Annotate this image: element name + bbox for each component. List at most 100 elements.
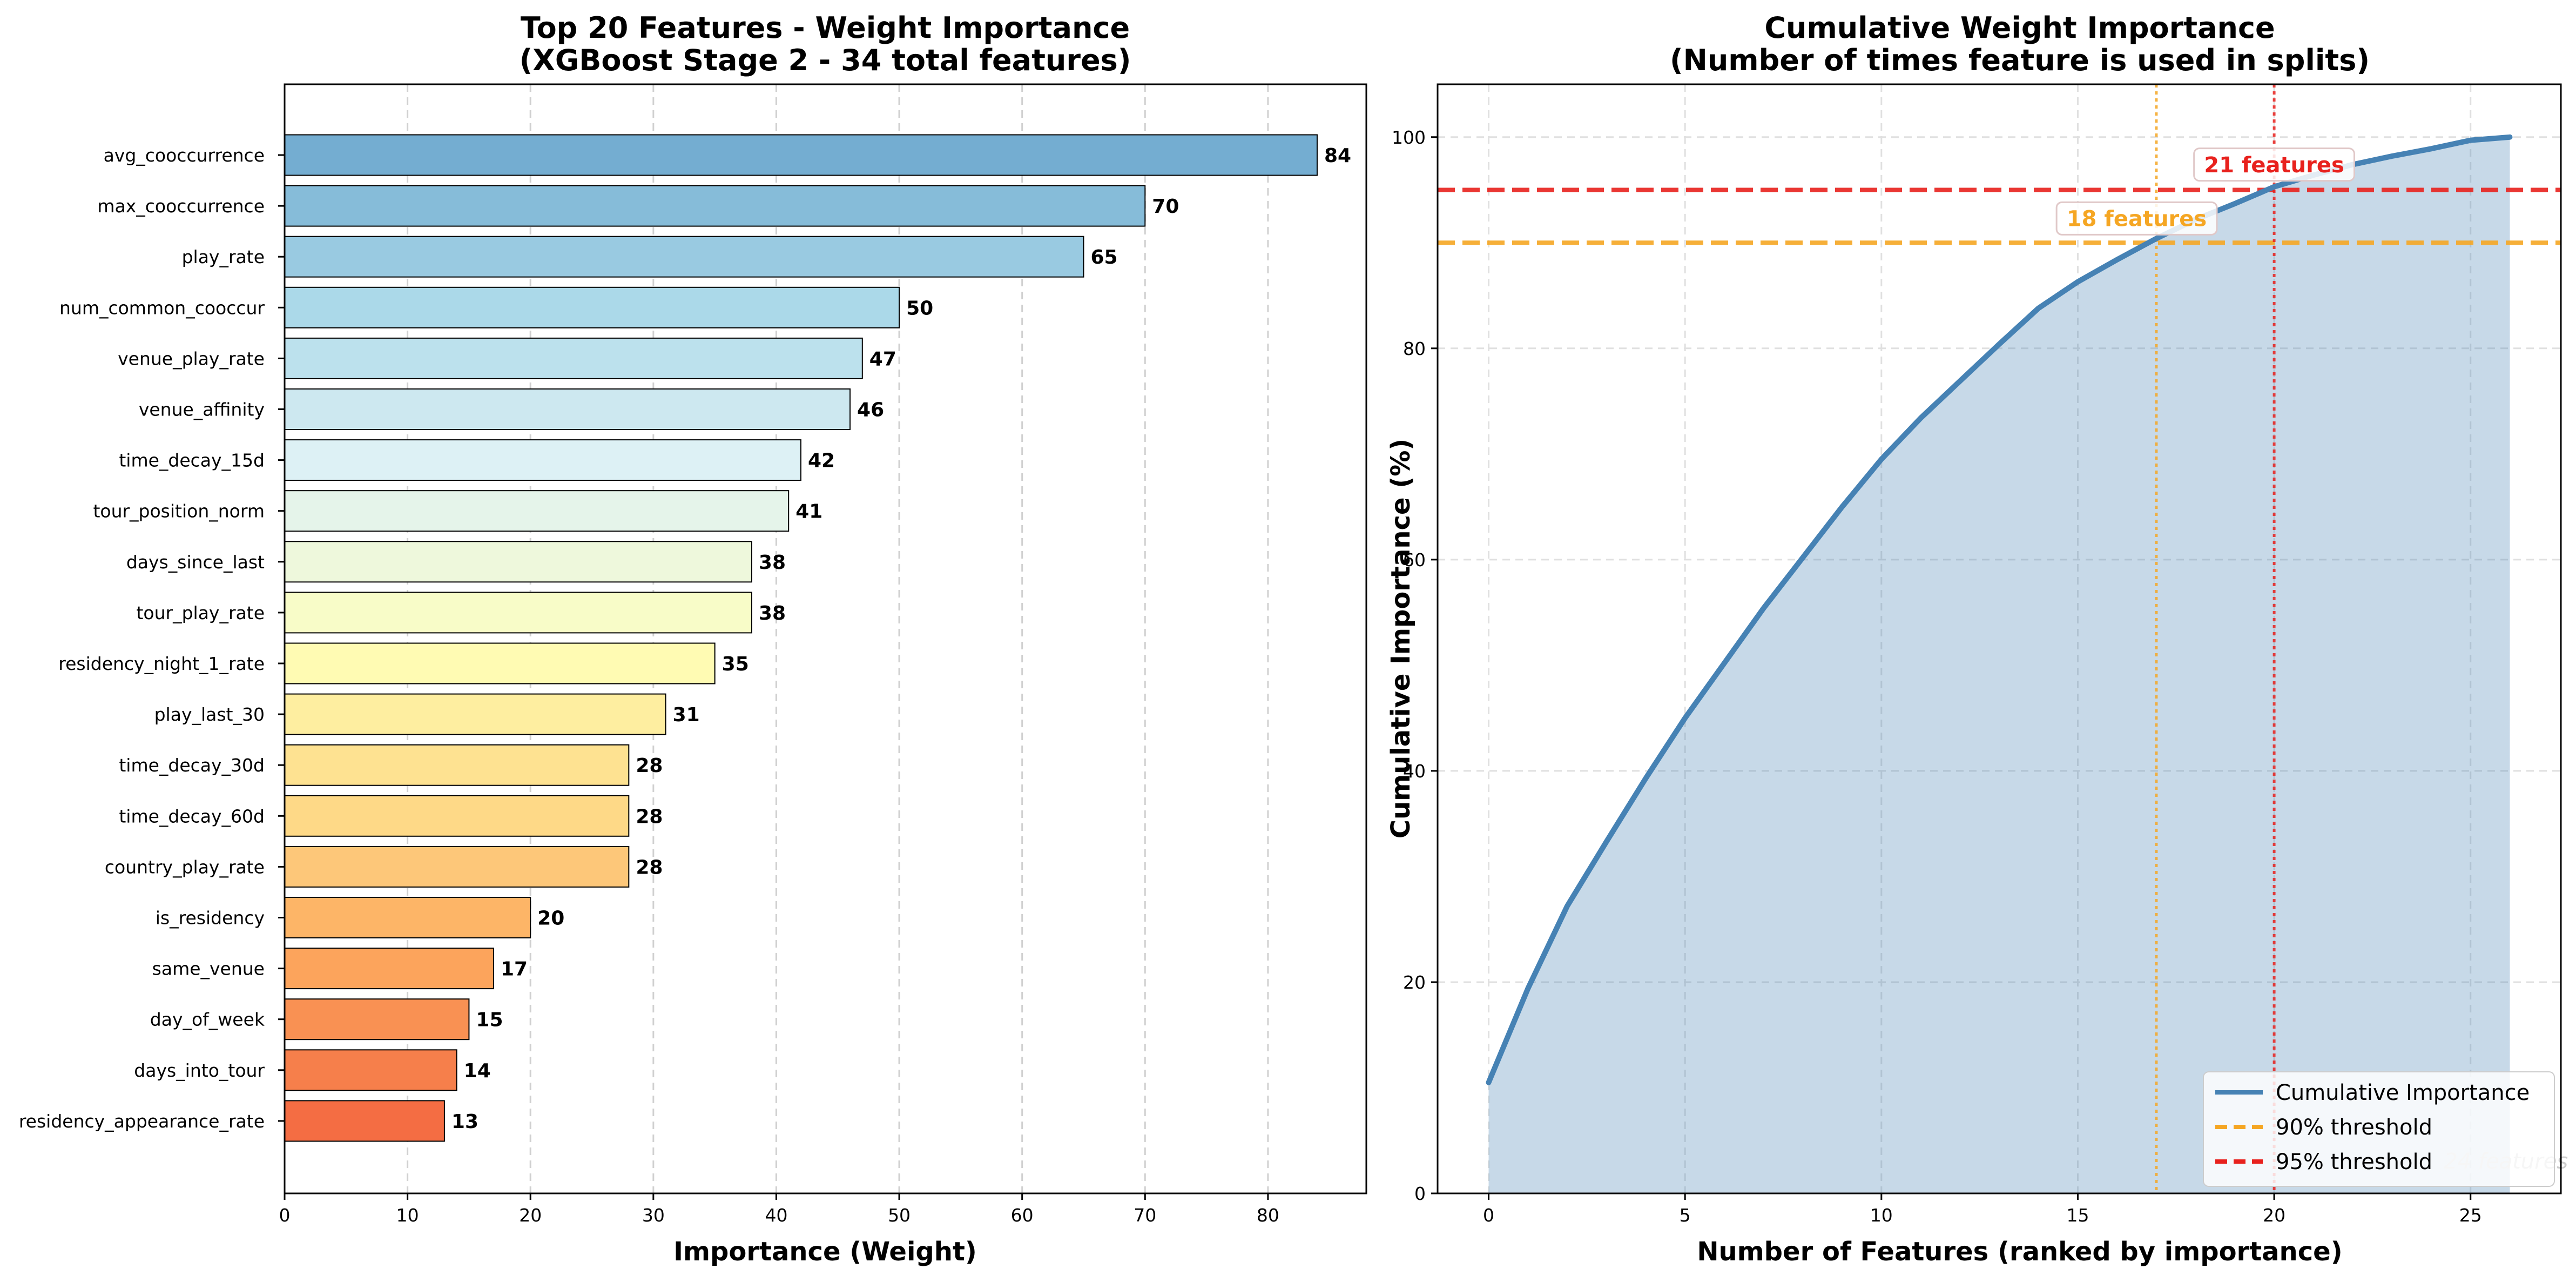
left-chart: 84 70 65 50 47 46 42 41 38 38 35 31 28 28 28 20 17 15 14 13…	[19, 11, 1367, 1267]
bar-value-label: 28	[636, 806, 663, 828]
threshold-hlines	[1438, 187, 2561, 245]
category-label: num_common_cooccur	[59, 297, 265, 318]
left-value-labels: 84 70 65 50 47 46 42 41 38 38 35 31 28 28 28 20 17 15 14 13	[451, 145, 1351, 1133]
bar-avg_cooccurrence	[284, 134, 1318, 176]
right-chart-title-line1: Cumulative Weight Importance	[1764, 11, 2275, 45]
legend-label: Cumulative Importance	[2276, 1080, 2530, 1105]
left-chart-title-line2: (XGBoost Stage 2 - 34 total features)	[520, 43, 1131, 77]
right-y-ticks: 0 20 40 60 80 100	[1392, 127, 1438, 1204]
right-x-tick-label: 5	[1680, 1205, 1691, 1226]
bar-value-label: 38	[759, 602, 786, 625]
threshold-vlines	[2155, 84, 2276, 1193]
right-y-axis-label: Cumulative Importance (%)	[1386, 439, 1416, 838]
left-x-tick-label: 80	[1257, 1205, 1279, 1226]
bar-country_play_rate	[284, 845, 630, 888]
left-x-ticks: 0 10 20 30 40 50 60 70 80	[279, 1193, 1279, 1226]
left-bars	[284, 134, 1318, 1142]
legend-box	[2203, 1071, 2555, 1187]
left-x-tick-label: 60	[1011, 1205, 1034, 1226]
bar-days_into_tour	[284, 1049, 457, 1091]
category-label: same_venue	[152, 958, 265, 979]
category-label: tour_position_norm	[93, 501, 265, 522]
category-label: max_cooccurrence	[97, 196, 265, 217]
bar-num_common_cooccur	[284, 286, 900, 328]
right-x-tick-label: 10	[1870, 1205, 1893, 1226]
bar-is_residency	[284, 897, 531, 938]
left-category-labels: avg_cooccurrence max_cooccurrence play_rat…	[19, 145, 285, 1132]
right-legend: Cumulative Importance 90% threshold 95% th…	[2203, 1071, 2555, 1187]
right-y-tick-label: 0	[1414, 1183, 1426, 1204]
left-x-axis-label: Importance (Weight)	[673, 1237, 977, 1267]
right-x-ticks: 0 5 10 15 20 25	[1483, 1193, 2482, 1226]
bar-play_last_30	[284, 693, 666, 735]
bar-residency_appearance_rate	[284, 1100, 445, 1142]
category-label: venue_affinity	[139, 399, 265, 420]
right-x-axis-label: Number of Features (ranked by importance…	[1697, 1237, 2342, 1267]
bar-value-label: 50	[906, 297, 933, 319]
bar-time_decay_30d	[284, 744, 630, 786]
bar-value-label: 84	[1324, 145, 1351, 167]
left-chart-title-line1: Top 20 Features - Weight Importance	[521, 11, 1130, 45]
right-y-tick-label: 60	[1403, 549, 1426, 570]
bar-value-label: 28	[636, 856, 663, 878]
left-x-tick-label: 10	[396, 1205, 419, 1226]
bar-value-label: 15	[476, 1009, 503, 1031]
bar-value-label: 41	[795, 501, 822, 523]
bar-value-label: 28	[636, 755, 663, 777]
bar-value-label: 13	[451, 1111, 478, 1133]
category-label: play_last_30	[154, 704, 265, 725]
category-label: avg_cooccurrence	[104, 145, 265, 166]
bar-value-label: 17	[501, 958, 528, 981]
category-label: days_into_tour	[134, 1060, 265, 1081]
bar-value-label: 42	[808, 450, 835, 472]
category-label: time_decay_30d	[119, 755, 265, 776]
legend-label: 95% threshold	[2276, 1150, 2432, 1174]
left-x-tick-label: 50	[888, 1205, 911, 1226]
bar-value-label: 70	[1152, 196, 1179, 218]
right-x-tick-label: 25	[2459, 1205, 2482, 1226]
right-axes-frame	[1437, 83, 2562, 1194]
bar-value-label: 38	[759, 552, 786, 574]
left-x-tick-label: 70	[1134, 1205, 1156, 1226]
category-label: play_rate	[182, 246, 265, 267]
category-label: day_of_week	[150, 1009, 265, 1030]
category-label: country_play_rate	[105, 856, 265, 877]
bar-tour_play_rate	[284, 592, 752, 634]
bar-value-label: 47	[869, 348, 896, 370]
right-x-tick-label: 20	[2263, 1205, 2285, 1226]
category-label: time_decay_60d	[119, 806, 265, 827]
right-x-tick-label: 15	[2066, 1205, 2089, 1226]
annotation-box	[2055, 201, 2218, 236]
left-x-tick-label: 20	[519, 1205, 542, 1226]
cumulative-area-fill	[1488, 137, 2510, 1193]
bar-value-label: 46	[857, 399, 884, 421]
bar-venue_affinity	[284, 388, 851, 430]
right-x-tick-label: 0	[1483, 1205, 1494, 1226]
right-y-tick-label: 40	[1403, 761, 1426, 782]
category-label: time_decay_15d	[119, 450, 265, 471]
right-y-tick-label: 100	[1392, 127, 1426, 148]
right-y-tick-label: 80	[1403, 338, 1426, 359]
left-x-tick-label: 0	[279, 1205, 291, 1226]
bar-residency_night_1_rate	[284, 642, 716, 684]
category-label: venue_play_rate	[118, 348, 265, 369]
bar-value-label: 35	[722, 653, 749, 675]
annotation-21-features: 21 features	[2204, 153, 2344, 178]
category-label: residency_night_1_rate	[58, 653, 265, 674]
bar-tour_position_norm	[284, 490, 790, 532]
bar-value-label: 31	[673, 704, 700, 726]
category-label: is_residency	[156, 908, 265, 929]
bar-value-label: 20	[537, 908, 564, 930]
bar-same_venue	[284, 948, 494, 990]
right-chart-title-line2: (Number of times feature is used in spli…	[1670, 43, 2370, 77]
annotation-18-features: 18 features	[2067, 207, 2207, 232]
left-x-tick-label: 30	[642, 1205, 665, 1226]
left-x-tick-label: 40	[765, 1205, 787, 1226]
bar-days_since_last	[284, 541, 752, 583]
bar-venue_play_rate	[284, 337, 863, 379]
bar-max_cooccurrence	[284, 185, 1146, 227]
bar-play_rate	[284, 236, 1084, 278]
bar-value-label: 65	[1090, 246, 1117, 269]
